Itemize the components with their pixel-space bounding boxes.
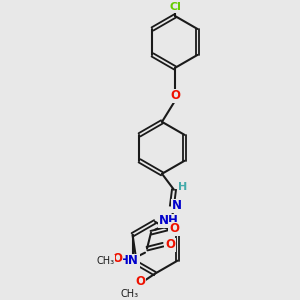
Text: CH₃: CH₃ (121, 289, 139, 298)
Text: O: O (135, 275, 145, 288)
Text: N: N (172, 199, 182, 212)
Text: NH: NH (159, 214, 179, 227)
Text: O: O (169, 222, 179, 235)
Text: O: O (165, 238, 175, 251)
Text: H: H (178, 182, 188, 192)
Text: O: O (170, 89, 180, 102)
Text: Cl: Cl (169, 2, 181, 12)
Text: HN: HN (119, 254, 139, 267)
Text: CH₃: CH₃ (97, 256, 115, 266)
Text: O: O (112, 252, 122, 265)
